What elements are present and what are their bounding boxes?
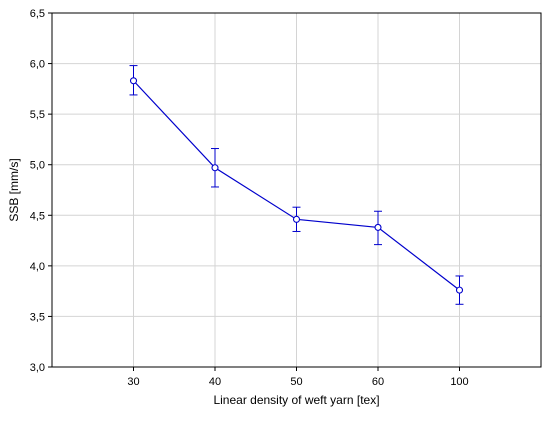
- grid-layer: [52, 12, 541, 368]
- y-tick-label: 6,0: [30, 59, 45, 71]
- y-tick-label: 5,0: [30, 160, 45, 172]
- y-tick-label: 3,0: [30, 362, 45, 374]
- x-tick-label: 60: [372, 376, 384, 388]
- x-tick-label: 30: [127, 376, 139, 388]
- y-tick-label: 3,5: [30, 311, 45, 323]
- y-tick-label: 6,5: [30, 8, 45, 20]
- x-tick-label: 40: [209, 376, 221, 388]
- y-tick-label: 4,5: [30, 210, 45, 222]
- data-point: [211, 164, 219, 172]
- x-tick-label: 50: [290, 376, 302, 388]
- series-layer: [129, 65, 464, 305]
- x-axis-label: Linear density of weft yarn [tex]: [213, 393, 379, 407]
- data-point: [129, 77, 138, 85]
- x-tick-label: 100: [450, 376, 468, 388]
- data-point: [292, 215, 301, 223]
- y-tick-label: 4,0: [30, 261, 45, 273]
- data-point: [455, 286, 464, 294]
- y-tick-label: 5,5: [30, 109, 45, 121]
- ticks-layer: 3,0 3,5 4,0 4,5 5,0 5,5 6,0 6,5 30 40 50 60 100: [30, 8, 469, 388]
- data-point: [374, 223, 382, 231]
- y-axis-label: SSB [mm/s]: [7, 158, 21, 221]
